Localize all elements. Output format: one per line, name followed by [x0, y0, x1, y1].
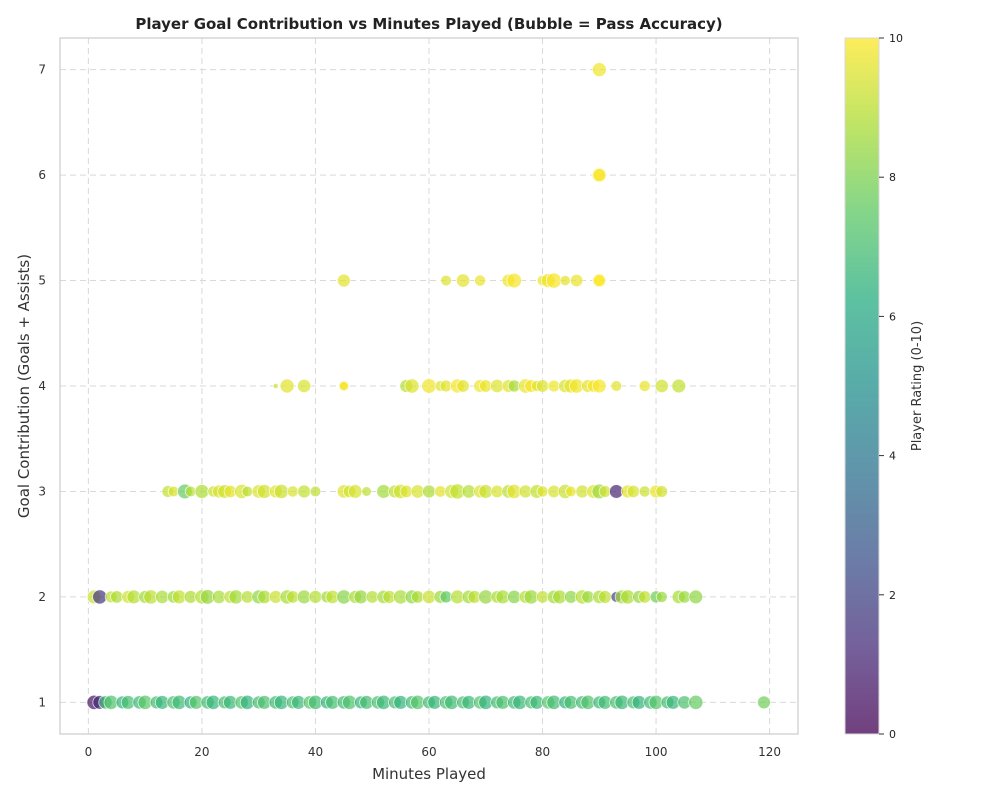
- scatter-point: [474, 274, 487, 287]
- colorbar-label: Player Rating (0-10): [910, 321, 925, 451]
- scatter-point: [455, 273, 471, 288]
- scatter-point: [338, 381, 349, 391]
- scatter-point: [336, 273, 351, 288]
- colorbar-tick-label: 8: [889, 171, 896, 184]
- y-tick-label: 3: [38, 484, 46, 498]
- scatter-point: [688, 589, 704, 605]
- scatter-point: [404, 378, 420, 394]
- scatter-point: [241, 485, 254, 498]
- scatter-point: [536, 485, 549, 498]
- scatter-point: [194, 484, 210, 499]
- x-tick-label: 20: [194, 745, 209, 759]
- y-tick-label: 7: [38, 63, 46, 77]
- scatter-point: [671, 378, 687, 394]
- colorbar-tick-label: 10: [889, 32, 903, 45]
- scatter-point: [272, 382, 279, 389]
- y-tick-label: 2: [38, 590, 46, 604]
- scatter-point: [545, 272, 562, 289]
- x-tick-label: 120: [758, 745, 781, 759]
- scatter-point: [592, 168, 607, 182]
- scatter-point: [297, 484, 311, 499]
- scatter-point: [610, 380, 623, 392]
- x-axis-label: Minutes Played: [372, 765, 486, 783]
- scatter-point: [308, 590, 323, 604]
- colorbar-ticks: 0 2 4 6 8 10: [879, 32, 903, 741]
- scatter-point: [361, 486, 372, 497]
- data-points: [86, 62, 771, 710]
- scatter-point: [92, 589, 108, 605]
- scatter-point: [757, 695, 771, 710]
- colorbar-tick-label: 2: [889, 589, 896, 602]
- scatter-point: [279, 378, 295, 394]
- scatter-point: [421, 378, 437, 394]
- scatter-point: [297, 378, 312, 394]
- scatter-point: [273, 483, 289, 499]
- y-tick-label: 1: [38, 695, 46, 709]
- scatter-point: [655, 590, 668, 603]
- scatter-point: [506, 272, 522, 289]
- y-tick-label: 6: [38, 168, 46, 182]
- chart-title: Player Goal Contribution vs Minutes Play…: [135, 15, 722, 33]
- y-axis-label: Goal Contribution (Goals + Assists): [15, 254, 33, 518]
- colorbar-tick-label: 4: [889, 450, 896, 463]
- plot-frame: [59, 37, 799, 735]
- x-tick-label: 80: [535, 745, 550, 759]
- scatter-point: [110, 590, 124, 604]
- y-tick-label: 4: [38, 379, 46, 393]
- scatter-point: [309, 485, 322, 498]
- scatter-point: [592, 274, 606, 287]
- scatter-point: [626, 484, 640, 499]
- scatter-point: [638, 485, 651, 498]
- scatter-point: [422, 484, 436, 499]
- y-axis-ticks: 1 2 3 4 5 6 7: [38, 63, 46, 710]
- scatter-point: [286, 485, 299, 498]
- x-tick-label: 40: [308, 745, 323, 759]
- colorbar-tick-label: 6: [889, 310, 896, 323]
- scatter-point: [547, 379, 561, 393]
- scatter-point: [592, 378, 607, 394]
- y-tick-label: 5: [38, 274, 46, 288]
- scatter-point: [347, 484, 363, 499]
- scatter-point: [591, 62, 607, 78]
- scatter-point: [598, 590, 612, 604]
- scatter-point: [535, 379, 550, 393]
- scatter-point: [559, 275, 571, 287]
- colorbar: [844, 37, 880, 735]
- scatter-point: [184, 485, 197, 498]
- scatter-point: [638, 590, 652, 604]
- scatter-point: [440, 274, 452, 287]
- colorbar-tick-label: 0: [889, 728, 896, 741]
- x-axis-ticks: 0 20 40 60 80 100 120: [85, 745, 782, 759]
- scatter-point: [565, 485, 577, 498]
- scatter-point: [638, 380, 651, 392]
- x-tick-label: 0: [85, 745, 93, 759]
- x-tick-label: 60: [421, 745, 436, 759]
- x-tick-label: 100: [645, 745, 668, 759]
- scatter-point: [456, 379, 470, 393]
- scatter-point: [155, 589, 170, 604]
- scatter-point: [569, 273, 584, 288]
- scatter-point: [654, 378, 669, 394]
- scatter-point: [688, 694, 704, 710]
- scatter-point: [655, 485, 669, 498]
